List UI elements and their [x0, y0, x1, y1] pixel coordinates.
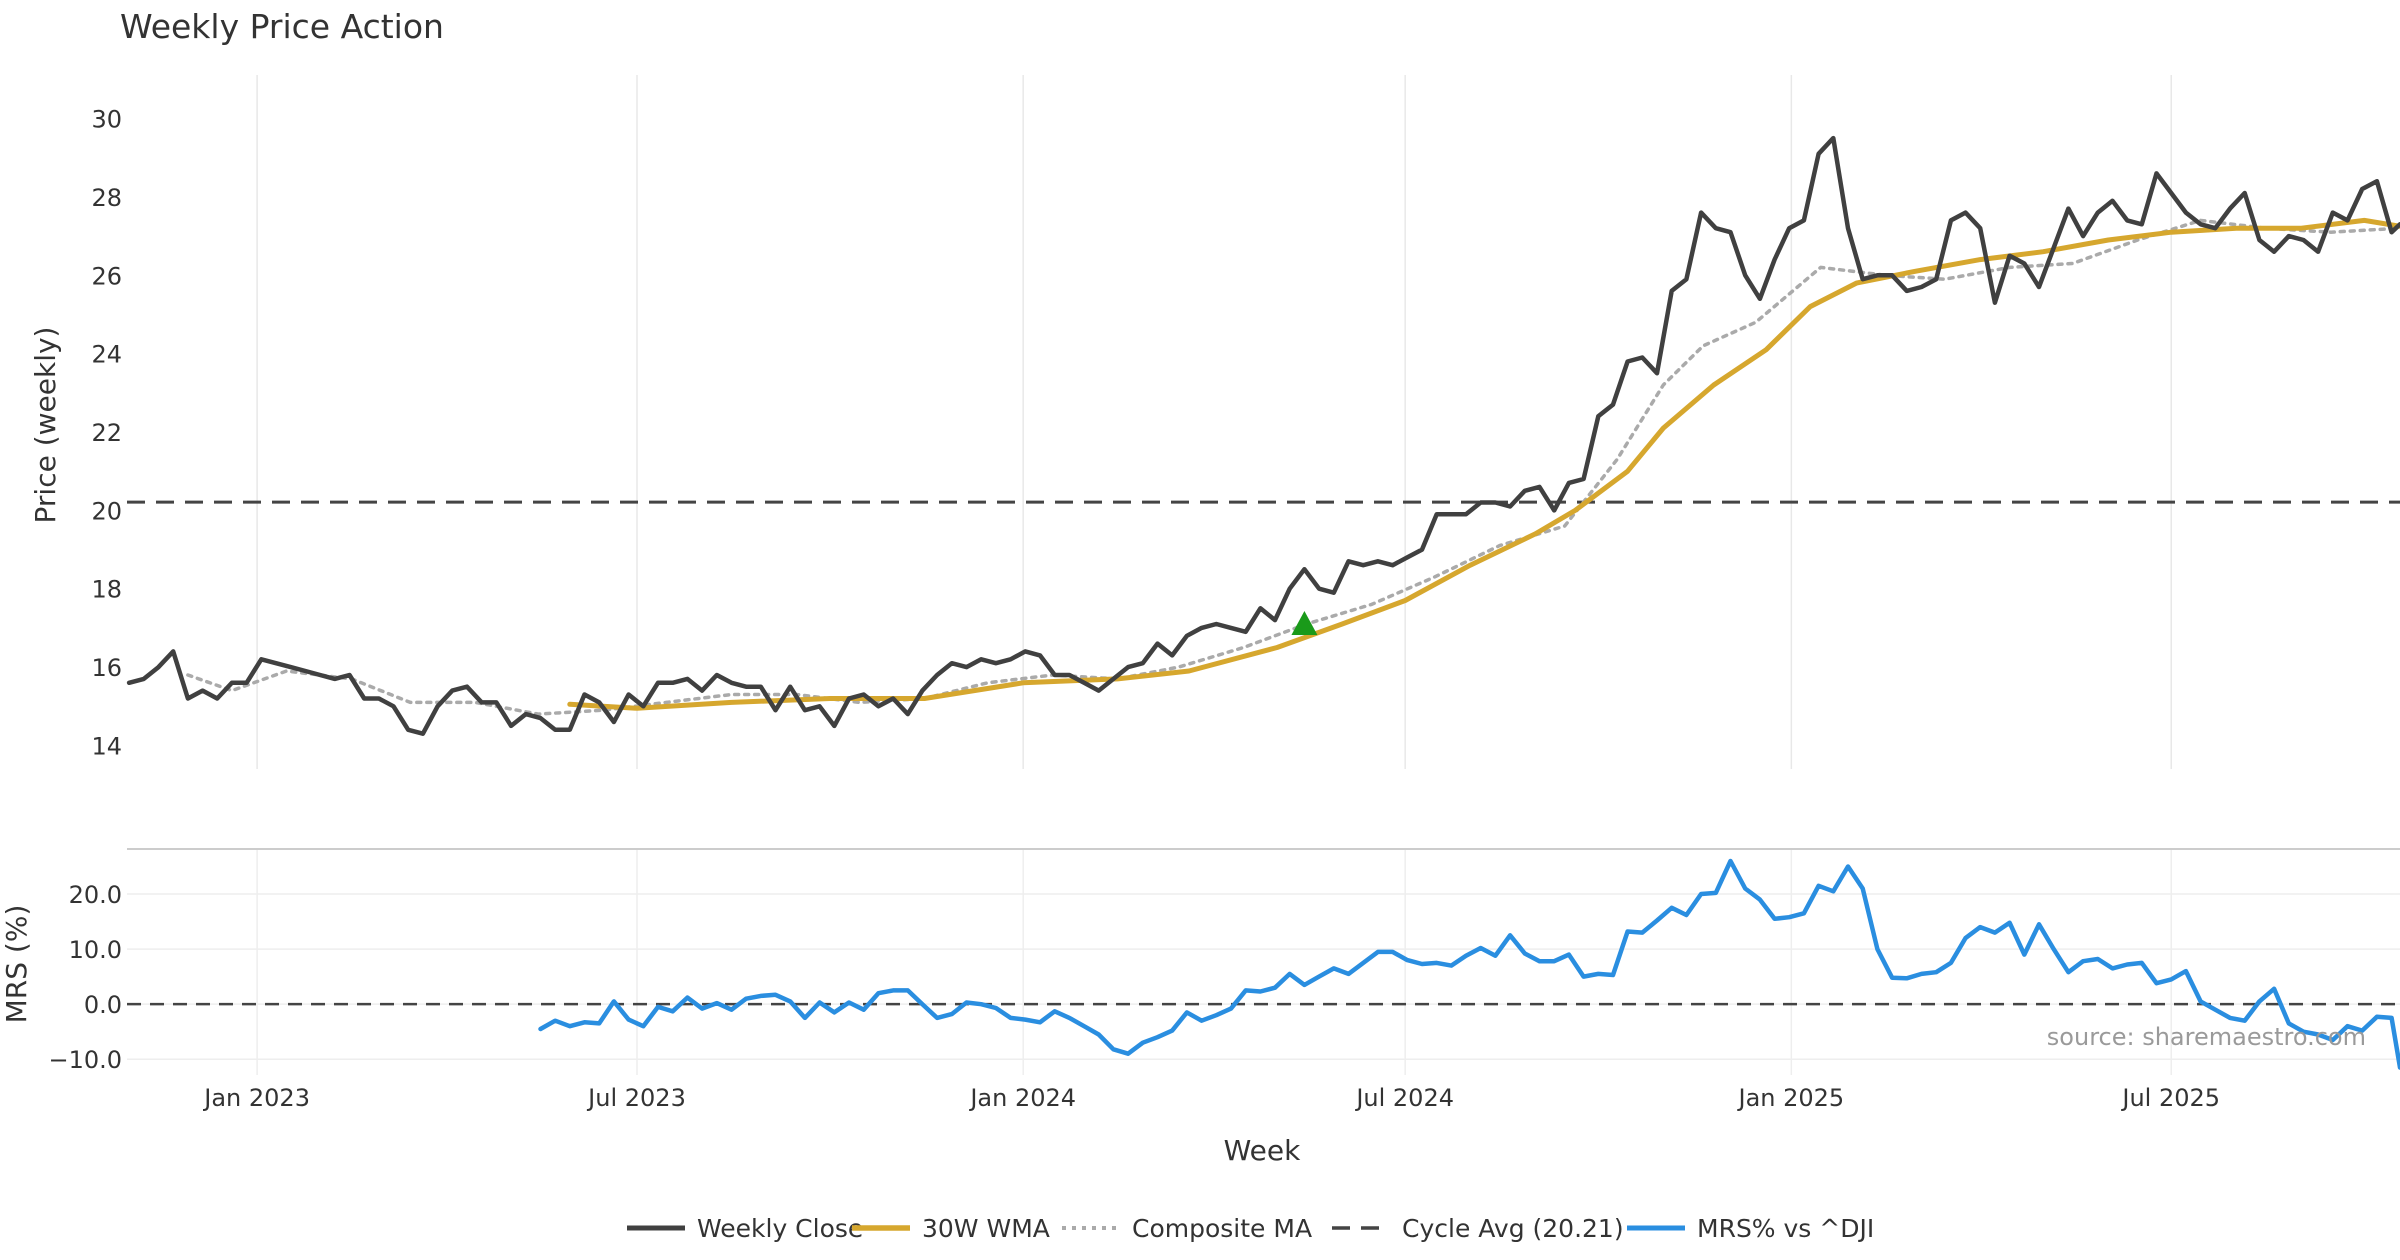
legend-label: MRS% vs ^DJI — [1697, 1214, 1874, 1243]
mrs-y-tick-label: 10.0 — [69, 936, 122, 964]
mrs-y-tick-label: −10.0 — [48, 1046, 122, 1074]
price-y-tick-label: 24 — [91, 341, 122, 369]
price-y-tick-label: 16 — [91, 654, 122, 682]
x-tick-label: Jul 2024 — [1354, 1084, 1454, 1112]
price-y-tick-label: 26 — [91, 262, 122, 290]
grid-layer — [127, 75, 2400, 1075]
x-tick-label: Jul 2023 — [586, 1084, 686, 1112]
x-tick-label: Jan 2023 — [202, 1084, 310, 1112]
chart-title: Weekly Price Action — [120, 7, 444, 46]
price-y-tick-label: 28 — [91, 184, 122, 212]
mrs-y-tick-label: 0.0 — [84, 991, 122, 1019]
label-layer: Jan 2023 Jul 2023 Jan 2024 Jul 2024 Jan 2025… — [48, 106, 2220, 1112]
signal-triangle-marker — [1291, 611, 1318, 636]
legend-label: Weekly Close — [697, 1214, 863, 1243]
30w-wma-line — [567, 217, 2400, 711]
price-y-axis-label: Price (weekly) — [29, 327, 62, 524]
x-tick-label: Jan 2025 — [1736, 1084, 1844, 1112]
mrs-line — [538, 858, 2400, 1070]
source-annotation: source: sharemaestro.com — [2047, 1023, 2366, 1051]
price-y-tick-label: 30 — [91, 106, 122, 134]
price-y-tick-label: 14 — [91, 732, 122, 760]
legend-label: Composite MA — [1132, 1214, 1312, 1243]
price-y-tick-label: 22 — [91, 419, 122, 447]
legend: Weekly Close 30W WMA Composite MA Cycle Avg… — [627, 1214, 1874, 1243]
x-axis-label: Week — [1224, 1134, 1301, 1167]
price-y-tick-label: 18 — [91, 576, 122, 604]
mrs-y-axis-label: MRS (%) — [0, 905, 33, 1024]
mrs-y-tick-label: 20.0 — [69, 881, 122, 909]
weekly-close-line — [126, 135, 2400, 736]
legend-label: Cycle Avg (20.21) — [1402, 1214, 1624, 1243]
price-y-tick-label: 20 — [91, 497, 122, 525]
series-layer — [126, 135, 2400, 1070]
x-tick-label: Jan 2024 — [968, 1084, 1076, 1112]
x-tick-label: Jul 2025 — [2120, 1084, 2220, 1112]
legend-label: 30W WMA — [922, 1214, 1050, 1243]
